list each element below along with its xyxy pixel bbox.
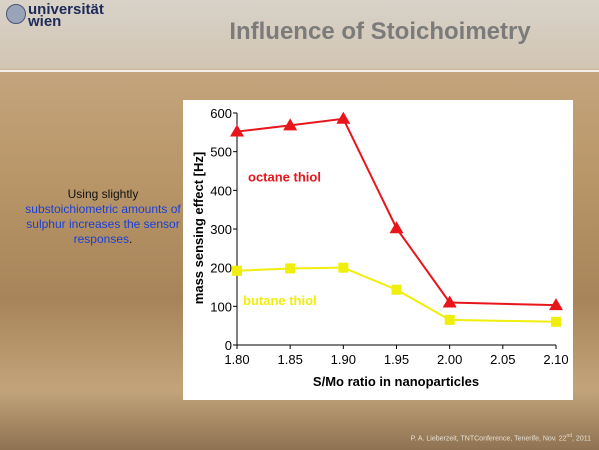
y-tick-label: 600 [210,106,232,121]
y-axis-label: mass sensing effect [Hz] [191,152,206,304]
logo-line: universität [28,1,104,18]
y-tick-label: 200 [210,261,232,276]
side-intro: Using slightly [67,187,139,201]
side-end: . [129,232,133,246]
marker [549,298,563,311]
y-tick-label: 500 [210,145,232,160]
y-tick-label: 100 [210,299,232,314]
marker [551,316,561,327]
series-label: butane thiol [243,293,317,308]
series-line [236,117,557,307]
side-highlight: substoichiometric amounts of sulphur inc… [25,202,181,246]
header-line [0,70,599,72]
slide-title: Influence of Stoichoimetry [229,18,531,45]
marker [391,284,402,295]
marker [283,118,298,131]
x-tick-label: 1.85 [278,352,303,367]
x-tick-label: 2.00 [437,352,462,367]
footer-tail: , 2011 [572,435,591,443]
x-tick-label: 1.80 [224,352,249,367]
y-tick-label: 300 [210,222,232,237]
footer: P. A. Lieberzeit, TNTConference, Tenerif… [411,433,591,442]
marker [444,314,455,325]
logo-line: wien [28,13,62,30]
logo: universität wien [28,1,104,30]
x-tick-label: 2.05 [490,352,515,367]
chart-panel [183,100,573,400]
marker [285,263,296,274]
footer-main: P. A. Lieberzeit, TNTConference, Tenerif… [410,435,567,443]
marker [230,124,244,137]
marker [338,262,349,273]
marker [442,295,457,308]
series-line [236,266,557,323]
footer-sup: nd [566,433,573,439]
logo-icon [6,4,26,24]
y-tick-label: 400 [210,183,232,198]
marker [232,265,242,276]
y-tick-label: 0 [225,338,232,353]
marker [336,111,351,124]
x-tick-label: 2.10 [543,352,568,367]
x-tick-label: 1.90 [331,352,356,367]
marker [389,221,404,234]
side-text: Using slightly substoichiometric amounts … [18,187,188,247]
x-axis-label: S/Mo ratio in nanoparticles [313,374,479,389]
x-tick-label: 1.95 [384,352,409,367]
series-label: octane thiol [248,170,321,185]
